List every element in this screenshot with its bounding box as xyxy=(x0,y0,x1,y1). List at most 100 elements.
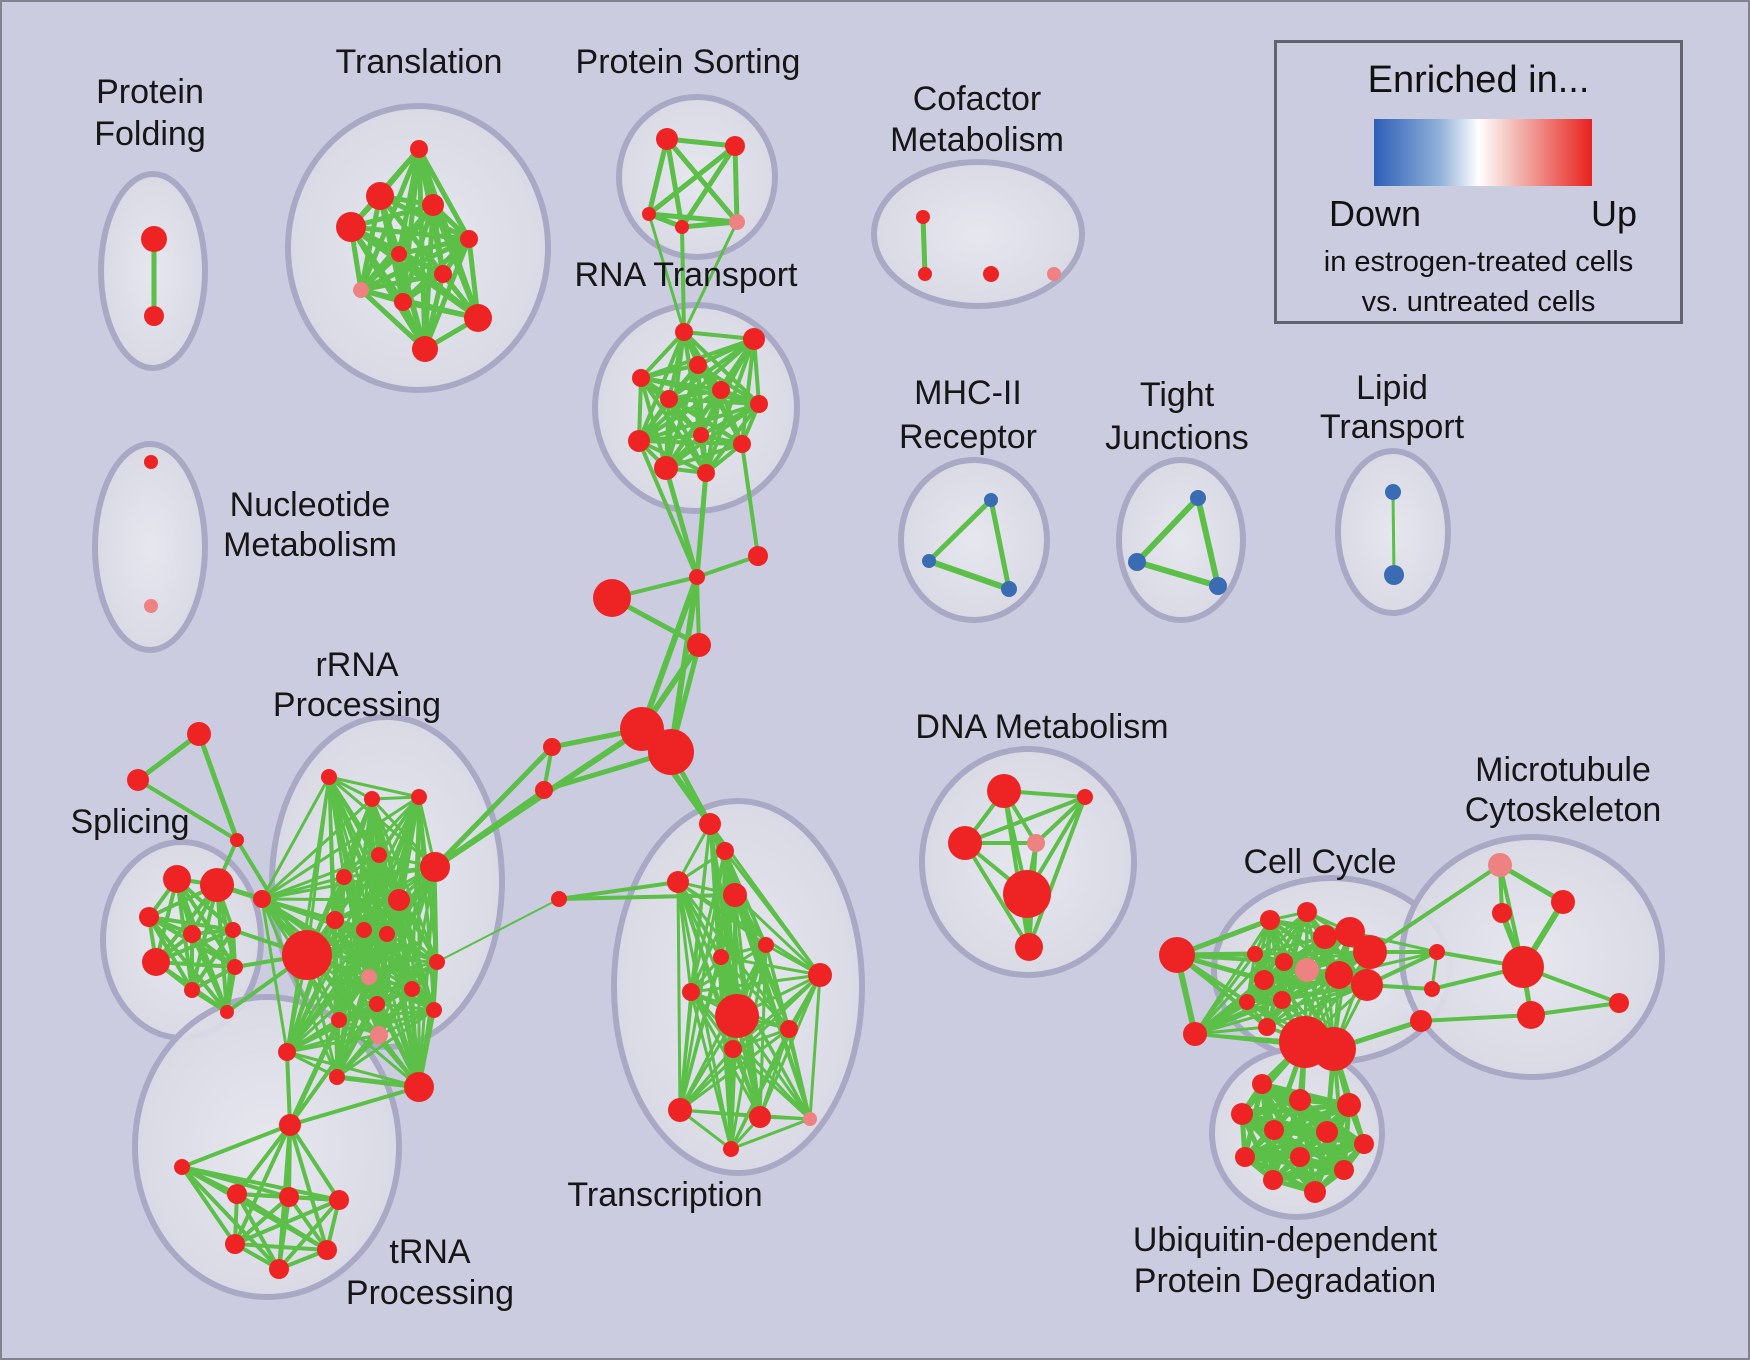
network-node-ub6 xyxy=(1354,1134,1374,1154)
network-node-tn3 xyxy=(279,1187,299,1207)
cluster-label-trna-processing: Processing xyxy=(346,1274,514,1312)
network-edge xyxy=(285,1050,421,1089)
network-node-rr2 xyxy=(411,789,427,805)
network-node-h0 xyxy=(689,569,705,585)
network-node-rt7 xyxy=(693,427,709,443)
network-node-tc0 xyxy=(699,813,721,835)
network-node-rr1 xyxy=(364,791,380,807)
network-node-rt4 xyxy=(712,381,730,399)
network-edge xyxy=(679,219,740,230)
legend-gradient-bar xyxy=(1374,119,1592,186)
network-edge xyxy=(639,574,700,732)
network-edge xyxy=(1242,1129,1330,1160)
network-node-tn2 xyxy=(227,1184,247,1204)
network-edge xyxy=(410,987,421,1089)
cluster-label-nucleotide-metabolism: Metabolism xyxy=(223,526,397,564)
network-node-dm0 xyxy=(987,774,1021,808)
network-node-nm0 xyxy=(144,455,158,469)
network-edge xyxy=(731,1047,812,1121)
network-node-sp4 xyxy=(225,922,241,938)
network-node-ub4 xyxy=(1264,1120,1284,1140)
network-edge xyxy=(694,470,709,580)
network-edge xyxy=(963,795,1087,845)
network-node-tc14 xyxy=(723,1141,739,1157)
network-edge xyxy=(926,497,994,564)
network-edge xyxy=(135,731,202,783)
network-edge xyxy=(1337,950,1439,977)
network-edge xyxy=(637,439,744,446)
network-node-rr19 xyxy=(329,1069,345,1085)
network-edge xyxy=(190,928,235,992)
network-node-pf1 xyxy=(144,306,164,326)
network-node-rr6 xyxy=(388,889,410,911)
network-node-mc1 xyxy=(1551,890,1575,914)
network-node-tn5 xyxy=(225,1234,245,1254)
network-edge xyxy=(637,439,699,579)
cluster-label-protein-folding: Folding xyxy=(94,115,206,153)
network-edge xyxy=(733,893,812,1121)
network-edge xyxy=(180,1165,237,1246)
network-edge xyxy=(327,775,374,801)
network-node-mh1 xyxy=(922,554,936,568)
network-node-mh2 xyxy=(1001,581,1017,597)
network-edge xyxy=(432,744,555,870)
cluster-label-protein-sorting: Protein Sorting xyxy=(576,43,801,81)
network-edge xyxy=(689,990,812,1121)
cluster-label-rrna-processing: Processing xyxy=(273,686,441,724)
network-node-cc12 xyxy=(1239,994,1255,1010)
network-edge xyxy=(260,795,421,901)
network-edge xyxy=(285,1033,381,1054)
network-node-ub11 xyxy=(1304,1181,1326,1203)
network-edge xyxy=(678,990,693,1112)
network-edge xyxy=(417,865,437,1089)
network-edge xyxy=(180,1165,281,1271)
network-node-sp6 xyxy=(227,959,243,975)
network-edge xyxy=(926,558,1012,592)
network-node-ub2 xyxy=(1337,1093,1361,1117)
network-edge xyxy=(1034,795,1087,845)
network-edge xyxy=(416,146,472,242)
cluster-label-mhc-ii-receptor: MHC-II xyxy=(914,374,1022,412)
network-node-fx2 xyxy=(230,833,244,847)
network-node-rr14 xyxy=(369,996,385,1012)
network-edge xyxy=(288,1085,421,1127)
network-node-tq xyxy=(551,891,567,907)
network-node-ub0 xyxy=(1252,1074,1272,1094)
network-edge xyxy=(646,211,740,225)
network-node-ps0 xyxy=(656,128,678,150)
network-node-cc16 xyxy=(1312,1027,1356,1071)
network-edge xyxy=(235,1123,292,1196)
cluster-label-rna-transport: RNA Transport xyxy=(575,256,799,294)
network-edge xyxy=(689,990,733,1151)
network-node-fx0 xyxy=(187,722,211,746)
network-node-tr9 xyxy=(464,304,492,332)
network-edge xyxy=(637,388,723,443)
network-edge xyxy=(285,932,389,1054)
cluster-ellipse-tight-junctions xyxy=(1116,457,1246,623)
network-node-tr6 xyxy=(434,265,452,283)
network-node-mc8 xyxy=(1410,1010,1432,1032)
network-node-sp5 xyxy=(142,948,170,976)
network-edge xyxy=(233,1242,329,1252)
network-node-rr5 xyxy=(420,852,450,882)
network-edge xyxy=(1529,1001,1621,1017)
network-edge xyxy=(704,337,756,475)
network-edge xyxy=(1391,490,1396,577)
network-edge xyxy=(758,1027,791,1119)
legend-box: Enriched in... Down Up in estrogen-treat… xyxy=(1274,40,1683,324)
cluster-label-tight-junctions: Tight xyxy=(1140,376,1215,414)
network-edge xyxy=(664,136,685,230)
network-edge xyxy=(676,880,762,1119)
network-node-mc6 xyxy=(1429,944,1445,960)
network-edge xyxy=(337,1008,436,1022)
network-edge xyxy=(260,897,439,964)
network-edge xyxy=(190,932,229,1014)
network-node-h5 xyxy=(648,729,694,775)
network-edge xyxy=(689,973,822,994)
network-edge xyxy=(287,1017,342,1128)
network-edge xyxy=(377,1008,436,1037)
network-edge xyxy=(704,388,723,475)
network-edge xyxy=(147,915,194,992)
